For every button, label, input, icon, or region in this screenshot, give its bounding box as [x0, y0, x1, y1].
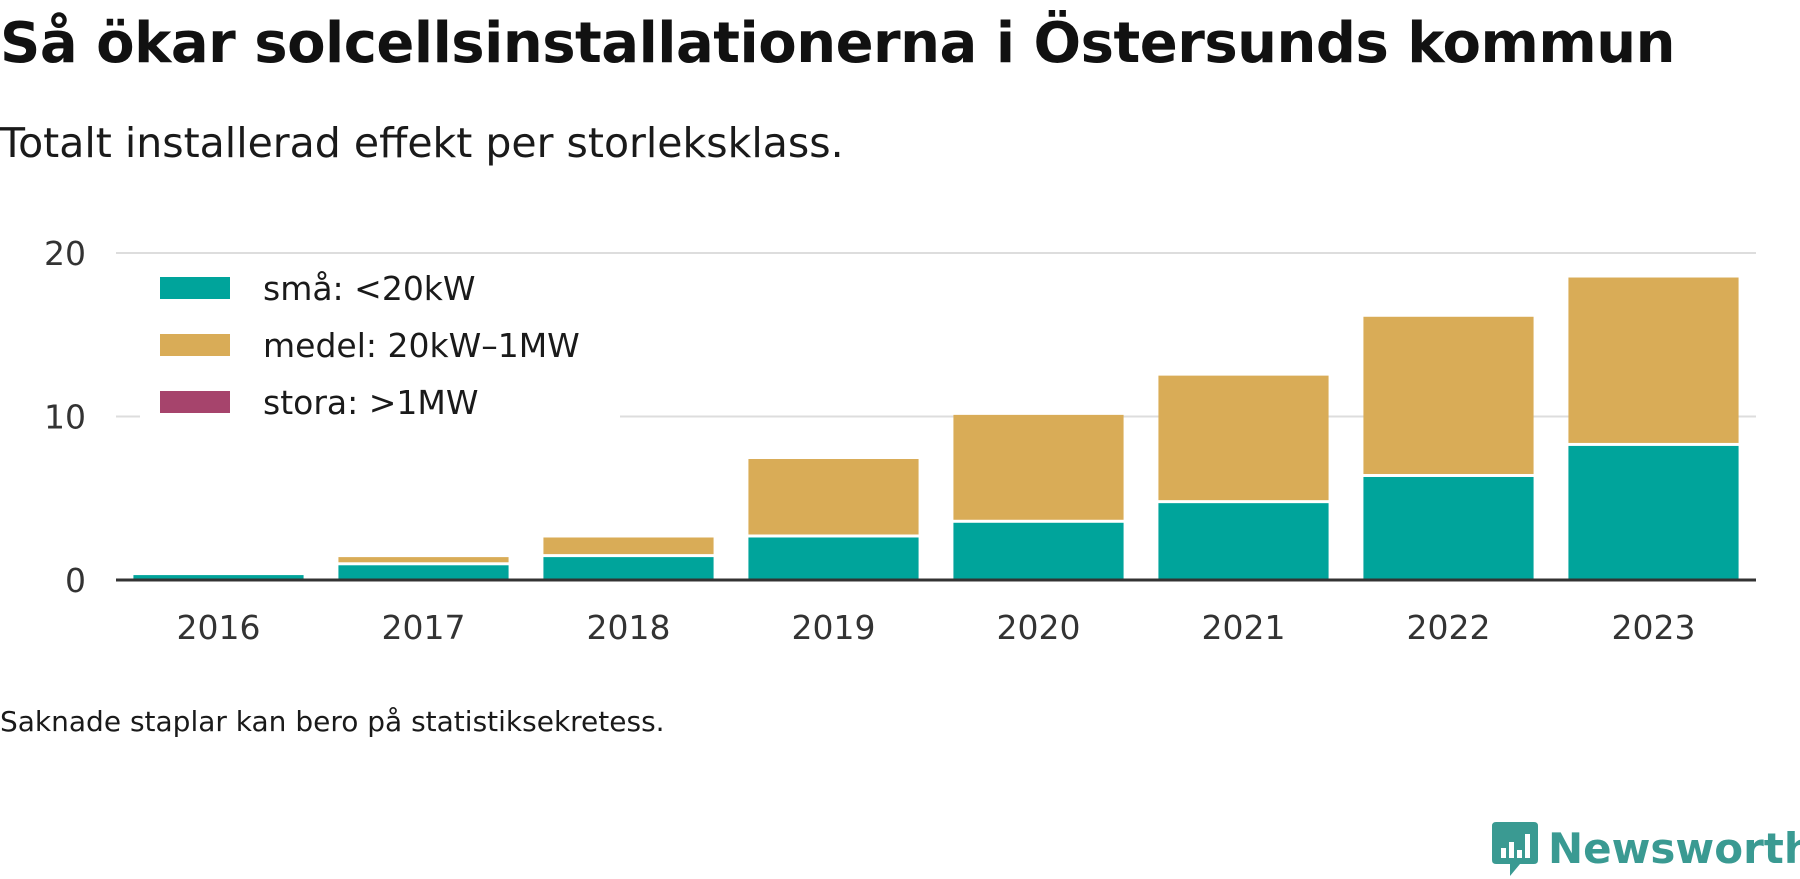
- bar-segment: [1363, 476, 1534, 580]
- bar-segment: [543, 537, 714, 555]
- legend-label: stora: >1MW: [263, 383, 478, 422]
- legend-swatch: [160, 277, 230, 299]
- x-tick-label: 2018: [587, 608, 671, 647]
- brand-name: Newsworthy: [1548, 824, 1800, 873]
- bar-segment: [748, 459, 919, 535]
- newsworthy-logo-icon: [1492, 822, 1538, 876]
- x-tick-label: 2020: [997, 608, 1081, 647]
- x-tick-label: 2016: [177, 608, 261, 647]
- x-tick-label: 2019: [792, 608, 876, 647]
- legend-swatch: [160, 334, 230, 356]
- brand-logo: Newsworthy: [1490, 820, 1800, 878]
- x-tick-label: 2021: [1202, 608, 1286, 647]
- legend-label: medel: 20kW–1MW: [263, 326, 580, 365]
- bar-segment: [338, 557, 509, 563]
- legend-swatch: [160, 391, 230, 413]
- bar-segment: [953, 414, 1124, 520]
- x-tick-label: 2017: [382, 608, 466, 647]
- y-tick-label: 20: [44, 234, 86, 273]
- bar-segment: [1158, 375, 1329, 501]
- bar-segment: [953, 522, 1124, 580]
- y-tick-label: 10: [44, 398, 86, 437]
- chart-footnote: Saknade staplar kan bero på statistiksek…: [0, 705, 665, 738]
- chart-subtitle: Totalt installerad effekt per storlekskl…: [0, 119, 844, 167]
- bars: [133, 277, 1739, 580]
- x-tick-label: 2022: [1407, 608, 1491, 647]
- chart-plot: 0 10 20 2016 2017 2018 2019 2020 2021 2022 2023 s…: [44, 234, 1756, 647]
- x-tick-label: 2023: [1612, 608, 1696, 647]
- bar-segment: [543, 557, 714, 580]
- legend: små: <20kW medel: 20kW–1MW stora: >1MW: [140, 262, 620, 428]
- chart-title: Så ökar solcellsinstallationerna i Öster…: [0, 11, 1675, 76]
- bar-segment: [1158, 503, 1329, 580]
- bar-segment: [748, 537, 919, 580]
- y-axis-ticks: 0 10 20: [44, 234, 86, 600]
- bar-segment: [338, 565, 509, 580]
- legend-label: små: <20kW: [263, 269, 476, 308]
- bar-segment: [1568, 445, 1739, 580]
- bar-segment: [133, 575, 304, 580]
- y-tick-label: 0: [65, 561, 86, 600]
- bar-segment: [1363, 316, 1534, 474]
- x-axis-ticks: 2016 2017 2018 2019 2020 2021 2022 2023: [177, 608, 1696, 647]
- bar-segment: [1568, 277, 1739, 443]
